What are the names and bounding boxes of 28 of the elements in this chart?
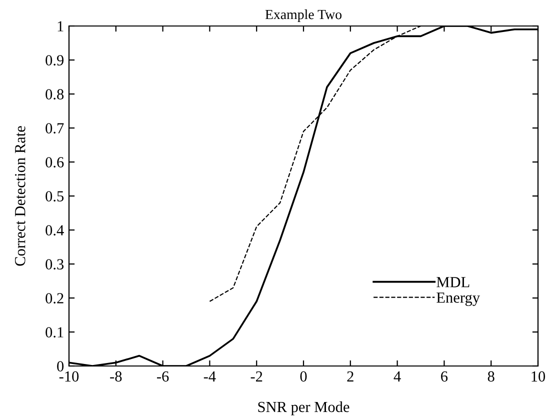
- y-axis-title: Correct Detection Rate: [15, 126, 26, 266]
- x-tick-label: -10: [59, 371, 79, 382]
- x-axis-title: SNR per Mode: [258, 401, 350, 416]
- x-tick-label: 10: [532, 371, 546, 382]
- x-tick-label: 8: [488, 371, 494, 382]
- x-tick-label: 4: [394, 371, 401, 382]
- x-tick-label: 6: [441, 371, 448, 382]
- y-tick-label: 0.9: [46, 55, 64, 66]
- y-tick-label: 0.7: [46, 123, 64, 134]
- y-tick-label: 0.5: [46, 191, 64, 202]
- line-series: [69, 26, 538, 366]
- x-tick-label: -4: [204, 371, 216, 382]
- y-tick-label: 0.4: [46, 225, 64, 236]
- y-tick-label: 0.8: [46, 89, 64, 100]
- legend-label: MDL: [436, 277, 470, 288]
- y-tick-label: 1: [58, 21, 64, 32]
- y-tick-label: 0: [57, 361, 64, 372]
- y-tick-label: 0.6: [46, 157, 64, 168]
- x-tick-label: -2: [250, 371, 262, 382]
- y-tick-label: 0.2: [46, 293, 64, 304]
- legend-label: Energy: [436, 292, 480, 306]
- y-tick-label: 0.1: [46, 327, 64, 338]
- x-tick-label: 0: [300, 371, 307, 382]
- x-tick-label: 2: [347, 371, 354, 382]
- x-tick-label: -8: [110, 371, 122, 382]
- chart-title: Example Two: [265, 9, 342, 22]
- x-tick-label: -6: [157, 371, 169, 382]
- y-tick-label: 0.3: [46, 259, 64, 270]
